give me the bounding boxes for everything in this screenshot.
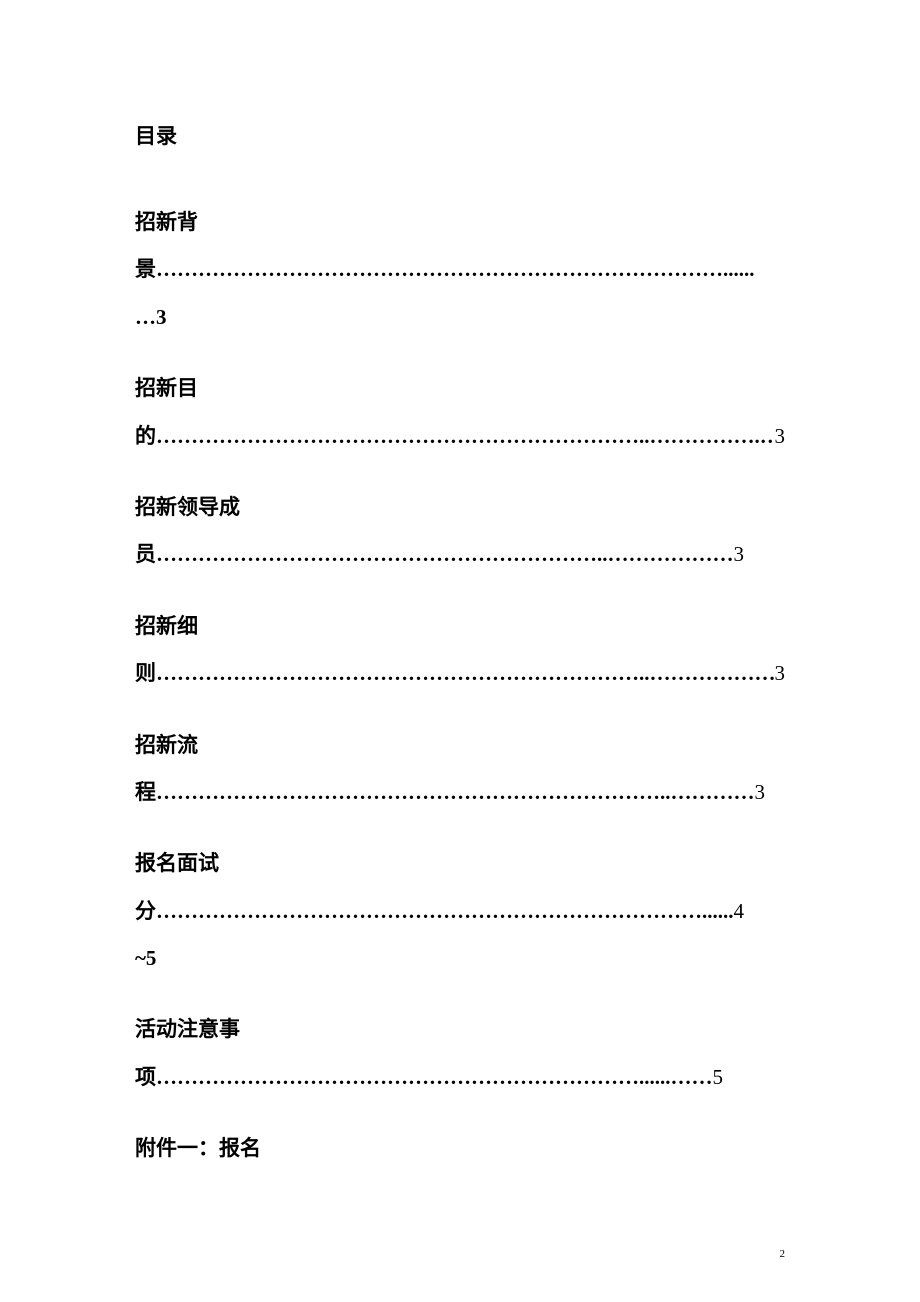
toc-entry: 招新目 的 ……………………………………………………………..…………….… 3 xyxy=(135,374,785,451)
toc-prefix: 的 xyxy=(135,422,156,451)
toc-entry: 招新流 程 ………………………………………………………………..………… 3 xyxy=(135,731,785,808)
document-page: 目录 招新背 景 ………………………………………………………………………....… xyxy=(0,0,920,1266)
toc-entry-line3: …3 xyxy=(135,303,785,332)
toc-dots: ……………………………………………………………......…… xyxy=(156,1063,713,1092)
toc-entry-line2: 员 ………………………………………………………..……………… 3 xyxy=(135,540,785,569)
toc-entry: 活动注意事 项 ……………………………………………………………......…… … xyxy=(135,1015,785,1092)
toc-dots: ………………………………………………………..……………… xyxy=(156,540,734,569)
toc-entry-line3: ~5 xyxy=(135,944,785,973)
toc-page-ref: 4 xyxy=(734,897,745,926)
toc-dots: ……………………………………………………………………...... xyxy=(156,897,734,926)
toc-page-ref: 5 xyxy=(713,1063,724,1092)
toc-entry-line1: 招新领导成 xyxy=(135,493,785,522)
toc-prefix: 项 xyxy=(135,1063,156,1092)
toc-entry: 附件一：报名 xyxy=(135,1134,785,1163)
toc-entry: 招新细 则 ……………………………………………………………..……………… 3 xyxy=(135,612,785,689)
toc-entry-line2: 分 ……………………………………………………………………...... 4 xyxy=(135,897,785,926)
toc-entry-line2: 的 ……………………………………………………………..…………….… 3 xyxy=(135,422,785,451)
toc-entry-line1: 附件一：报名 xyxy=(135,1134,785,1163)
toc-prefix: 程 xyxy=(135,778,156,807)
toc-dots: ………………………………………………………………………...... xyxy=(156,255,755,284)
toc-prefix: 员 xyxy=(135,540,156,569)
toc-entry-line2: 程 ………………………………………………………………..………… 3 xyxy=(135,778,785,807)
toc-entry-line1: 招新流 xyxy=(135,731,785,760)
page-number: 2 xyxy=(780,1248,786,1260)
toc-entry: 招新背 景 ………………………………………………………………………...... … xyxy=(135,208,785,332)
toc-entry: 报名面试 分 ……………………………………………………………………...... … xyxy=(135,849,785,973)
toc-prefix: 分 xyxy=(135,897,156,926)
toc-entry-line1: 招新细 xyxy=(135,612,785,641)
toc-page-ref: 3 xyxy=(734,540,745,569)
toc-dots: ……………………………………………………………..……………… xyxy=(156,659,775,688)
toc-dots: ………………………………………………………………..………… xyxy=(156,778,755,807)
toc-entry-line1: 招新目 xyxy=(135,374,785,403)
toc-page-ref: 3 xyxy=(775,659,786,688)
toc-page-ref: 3 xyxy=(755,778,766,807)
toc-page-ref: 3 xyxy=(775,422,786,451)
toc-dots: ……………………………………………………………..…………….… xyxy=(156,422,775,451)
toc-entry: 招新领导成 员 ………………………………………………………..……………… 3 xyxy=(135,493,785,570)
toc-prefix: 则 xyxy=(135,659,156,688)
toc-entry-line1: 活动注意事 xyxy=(135,1015,785,1044)
toc-title: 目录 xyxy=(135,120,785,150)
toc-entry-line2: 则 ……………………………………………………………..……………… 3 xyxy=(135,659,785,688)
toc-entry-line2: 项 ……………………………………………………………......…… 5 xyxy=(135,1063,785,1092)
toc-entry-line2: 景 ………………………………………………………………………...... xyxy=(135,255,785,284)
toc-entry-line1: 报名面试 xyxy=(135,849,785,878)
toc-entry-line1: 招新背 xyxy=(135,208,785,237)
toc-prefix: 景 xyxy=(135,255,156,284)
